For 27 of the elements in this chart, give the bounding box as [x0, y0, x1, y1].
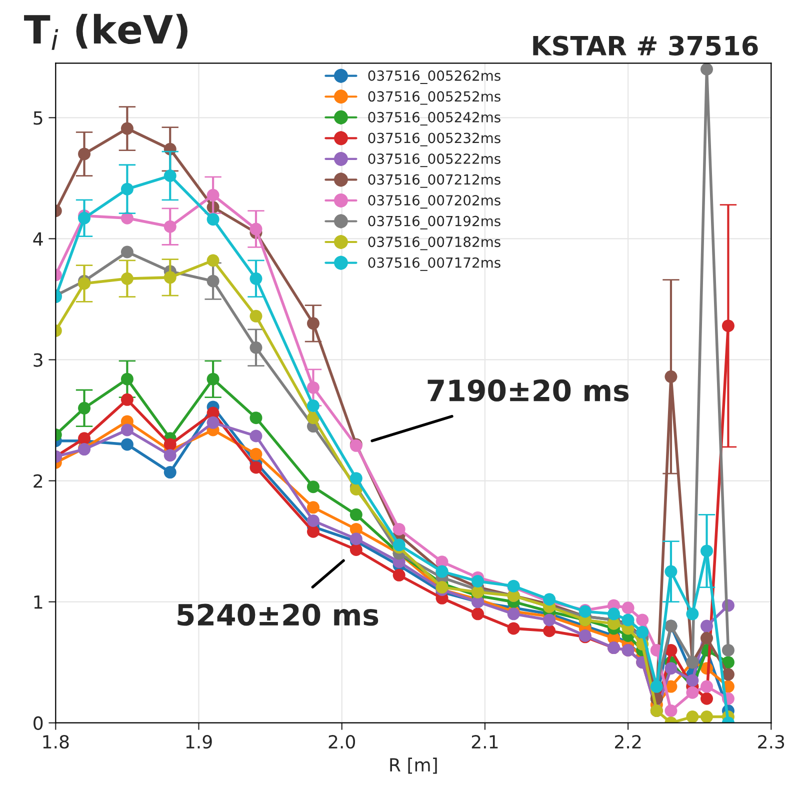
x-tick-label: 1.8: [43, 734, 69, 749]
chart-subtitle: KSTAR # 37516: [533, 36, 758, 56]
y-tick-label: 4: [33, 232, 43, 246]
legend-label: 037516_005252ms: [368, 91, 500, 105]
y-tick-label: 0: [34, 716, 43, 730]
y-tick-label: 2: [34, 474, 42, 488]
y-tick-label: 5: [34, 111, 42, 125]
y-tick-label: 3: [34, 353, 42, 367]
x-tick-label: 2.3: [758, 734, 784, 749]
legend-label: 037516_007202ms: [368, 195, 500, 209]
legend-label: 037516_005222ms: [368, 153, 500, 168]
chart-title: T$_{i}$ (keV): [24, 14, 188, 50]
x-tick-label: 1.9: [186, 734, 212, 749]
legend-label: 037516_007192ms: [368, 216, 500, 230]
x-axis-title: R [m]: [390, 758, 437, 774]
legend-label: 037516_005242ms: [368, 112, 500, 126]
annotation: 7190±20 ms: [428, 379, 629, 402]
x-tick-label: 2.1: [472, 734, 498, 748]
x-tick-label: 2.0: [328, 734, 356, 749]
legend-label: 037516_005232ms: [368, 132, 500, 146]
legend-label: 037516_007182ms: [368, 236, 500, 250]
legend-label: 037516_005262ms: [368, 70, 500, 84]
annotation: 5240±20 ms: [178, 604, 378, 626]
x-tick-label: 2.2: [615, 734, 641, 748]
legend-label: 037516_007172ms: [368, 257, 500, 271]
legend-label: 037516_007212ms: [368, 174, 500, 188]
y-tick-label: 1: [34, 596, 42, 609]
